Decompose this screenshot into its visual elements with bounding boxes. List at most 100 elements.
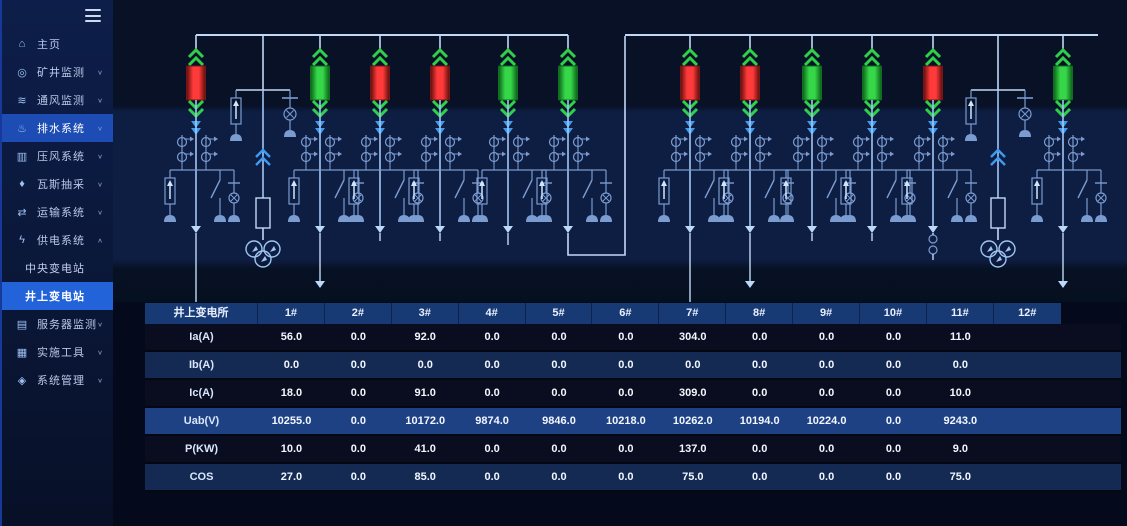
table-header-col: 7# bbox=[659, 303, 727, 324]
breaker-4#-red[interactable] bbox=[430, 65, 450, 101]
table-cell: 56.0 bbox=[280, 331, 303, 343]
breaker-7#-red[interactable] bbox=[680, 65, 700, 101]
table-cell: 0.0 bbox=[618, 387, 634, 399]
table-row-iaa: Ia(A) 56.0 0.0 92.0 0.0 0.0 0.0 304.0 0.0 0.0 0.0 1… bbox=[145, 324, 1121, 352]
table-cell: 9846.0 bbox=[542, 415, 576, 427]
substation-table: 井上变电所 1# 2# 3# 4# 5# 6# 7# 8# 9# 10# 11# 12# Ia(A) 56.… bbox=[145, 303, 1121, 492]
main-content: 井上变电所 1# 2# 3# 4# 5# 6# 7# 8# 9# 10# 11# 12# Ia(A) 56.… bbox=[113, 0, 1127, 526]
table-cell: 0.0 bbox=[350, 443, 366, 455]
table-header-col: 1# bbox=[258, 303, 325, 324]
breaker-8#-red[interactable] bbox=[740, 65, 760, 101]
sidebar-item-label: 压风系统 bbox=[37, 151, 85, 163]
sidebar-item-ventilation-monitoring[interactable]: ≋ 通风监测 ∨ bbox=[2, 86, 113, 114]
table-cell: 0.0 bbox=[618, 443, 634, 455]
chevron-down-icon: ∨ bbox=[97, 96, 103, 104]
table-row-uabv: Uab(V) 10255.0 0.0 10172.0 9874.0 9846.0 10218… bbox=[145, 408, 1121, 436]
chevron-down-icon: ∨ bbox=[97, 124, 103, 132]
chevron-up-icon: ∧ bbox=[97, 236, 103, 244]
table-cell: 0.0 bbox=[551, 359, 567, 371]
sidebar-item-gas-extraction[interactable]: ♦ 瓦斯抽采 ∨ bbox=[2, 170, 113, 198]
sidebar-item-server-monitoring[interactable]: ▤ 服务器监测 ∨ bbox=[2, 310, 113, 338]
sidebar-item-power-supply-system[interactable]: ϟ 供电系统 ∧ bbox=[2, 226, 113, 254]
server-monitor-icon: ▤ bbox=[16, 318, 28, 331]
table-cell bbox=[994, 408, 1061, 434]
table-cell: 10255.0 bbox=[271, 415, 312, 427]
sidebar-item-central-substation[interactable]: 中央变电站 bbox=[2, 254, 113, 282]
table-cell: 0.0 bbox=[551, 443, 567, 455]
sidebar-item-mine-monitoring[interactable]: ◎ 矿井监测 ∨ bbox=[2, 58, 113, 86]
table-header-col: 4# bbox=[458, 303, 526, 324]
table-cell: 27.0 bbox=[280, 471, 303, 483]
table-cell: 0.0 bbox=[484, 387, 500, 399]
table-cell: 0.0 bbox=[350, 331, 366, 343]
transport-icon: ⇄ bbox=[17, 206, 27, 219]
menu-toggle-icon[interactable] bbox=[85, 9, 101, 22]
table-cell: 75.0 bbox=[682, 471, 704, 483]
breaker-9#-green[interactable] bbox=[802, 65, 822, 101]
breaker-2#-green[interactable] bbox=[310, 65, 330, 101]
table-cell: 0.0 bbox=[551, 331, 567, 343]
table-header-station: 井上变电所 bbox=[145, 303, 258, 324]
chevron-down-icon: ∨ bbox=[97, 68, 103, 76]
row-label: Uab(V) bbox=[183, 415, 220, 427]
table-cell: 0.0 bbox=[752, 443, 768, 455]
row-label: Ia(A) bbox=[189, 331, 214, 343]
sidebar-item-home[interactable]: ⌂ 主页 bbox=[2, 30, 113, 58]
table-cell: 0.0 bbox=[818, 387, 835, 399]
table-cell: 91.0 bbox=[414, 387, 436, 399]
table-cell: 0.0 bbox=[885, 415, 902, 427]
sidebar-item-label: 系统管理 bbox=[37, 375, 85, 387]
sidebar-item-surface-substation[interactable]: 井上变电站 bbox=[2, 282, 113, 310]
sidebar-item-implementation-tools[interactable]: ▦ 实施工具 ∨ bbox=[2, 338, 113, 366]
breaker-11#-red[interactable] bbox=[923, 65, 943, 101]
row-label: COS bbox=[189, 471, 214, 483]
table-row-cos: COS 27.0 0.0 85.0 0.0 0.0 0.0 75.0 0.0 0.0 0.0 75.0 bbox=[145, 464, 1121, 492]
table-header-col: 10# bbox=[860, 303, 927, 324]
sidebar-item-drainage-system[interactable]: ♨ 排水系统 ∨ bbox=[2, 114, 113, 142]
drainage-icon: ♨ bbox=[17, 122, 27, 135]
sidebar-item-transport-system[interactable]: ⇄ 运输系统 ∨ bbox=[2, 198, 113, 226]
mine-monitor-icon: ◎ bbox=[17, 66, 27, 79]
table-cell: 0.0 bbox=[885, 387, 902, 399]
table-cell: 0.0 bbox=[818, 331, 835, 343]
breaker-1#-red[interactable] bbox=[186, 65, 206, 101]
chevron-down-icon: ∨ bbox=[97, 180, 103, 188]
system-admin-icon: ◈ bbox=[17, 374, 27, 387]
table-cell: 0.0 bbox=[283, 359, 300, 371]
table-cell: 9243.0 bbox=[943, 415, 978, 427]
table-header-col: 11# bbox=[926, 303, 994, 324]
table-cell: 0.0 bbox=[618, 359, 634, 371]
breaker-12#-green[interactable] bbox=[1053, 65, 1073, 101]
table-cell: 0.0 bbox=[818, 443, 835, 455]
table-row-pkw: P(KW) 10.0 0.0 41.0 0.0 0.0 0.0 137.0 0.0 0.0 0.0 9… bbox=[145, 436, 1121, 464]
breaker-5#-green[interactable] bbox=[498, 65, 518, 101]
table-cell: 10262.0 bbox=[672, 415, 713, 427]
sidebar-item-label: 供电系统 bbox=[37, 235, 85, 247]
sidebar-item-system-management[interactable]: ◈ 系统管理 ∨ bbox=[2, 366, 113, 394]
sidebar-nav: ⌂ 主页 ◎ 矿井监测 ∨ ≋ 通风监测 ∨ ♨ 排水系统 ∨ ▥ 压风系统 ∨ ♦ 瓦斯抽采 ∨ ⇄ 运输系统 ∨ ϟ… bbox=[2, 30, 113, 394]
table-row-iba: Ib(A) 0.0 0.0 0.0 0.0 0.0 0.0 0.0 0.0 0.0 0.0 0.0 bbox=[145, 352, 1121, 380]
table-header-col: 12# bbox=[993, 303, 1061, 324]
breaker-10#-green[interactable] bbox=[862, 65, 882, 101]
table-cell: 10224.0 bbox=[806, 415, 847, 427]
sidebar: ⌂ 主页 ◎ 矿井监测 ∨ ≋ 通风监测 ∨ ♨ 排水系统 ∨ ▥ 压风系统 ∨ ♦ 瓦斯抽采 ∨ ⇄ 运输系统 ∨ ϟ… bbox=[0, 0, 113, 526]
sidebar-item-label: 通风监测 bbox=[37, 95, 85, 107]
sidebar-item-compressed-air-system[interactable]: ▥ 压风系统 ∨ bbox=[2, 142, 113, 170]
single-line-diagram bbox=[113, 0, 1127, 302]
row-label: Ib(A) bbox=[188, 359, 215, 371]
sidebar-item-label: 实施工具 bbox=[37, 347, 85, 359]
table-cell: 10.0 bbox=[949, 387, 972, 399]
table-cell: 0.0 bbox=[484, 471, 500, 483]
table-cell: 10194.0 bbox=[739, 415, 780, 427]
table-cell: 0.0 bbox=[752, 359, 768, 371]
table-cell: 0.0 bbox=[350, 387, 366, 399]
table-cell: 0.0 bbox=[551, 387, 567, 399]
sidebar-item-label: 井上变电站 bbox=[25, 291, 85, 303]
table-header-row: 井上变电所 1# 2# 3# 4# 5# 6# 7# 8# 9# 10# 11# 12# bbox=[145, 303, 1121, 324]
table-header-col: 2# bbox=[324, 303, 392, 324]
ventilation-icon: ≋ bbox=[17, 94, 27, 107]
breaker-3#-red[interactable] bbox=[370, 65, 390, 101]
chevron-down-icon: ∨ bbox=[97, 376, 103, 384]
breaker-6#-green[interactable] bbox=[558, 65, 578, 101]
table-cell: 85.0 bbox=[414, 471, 436, 483]
